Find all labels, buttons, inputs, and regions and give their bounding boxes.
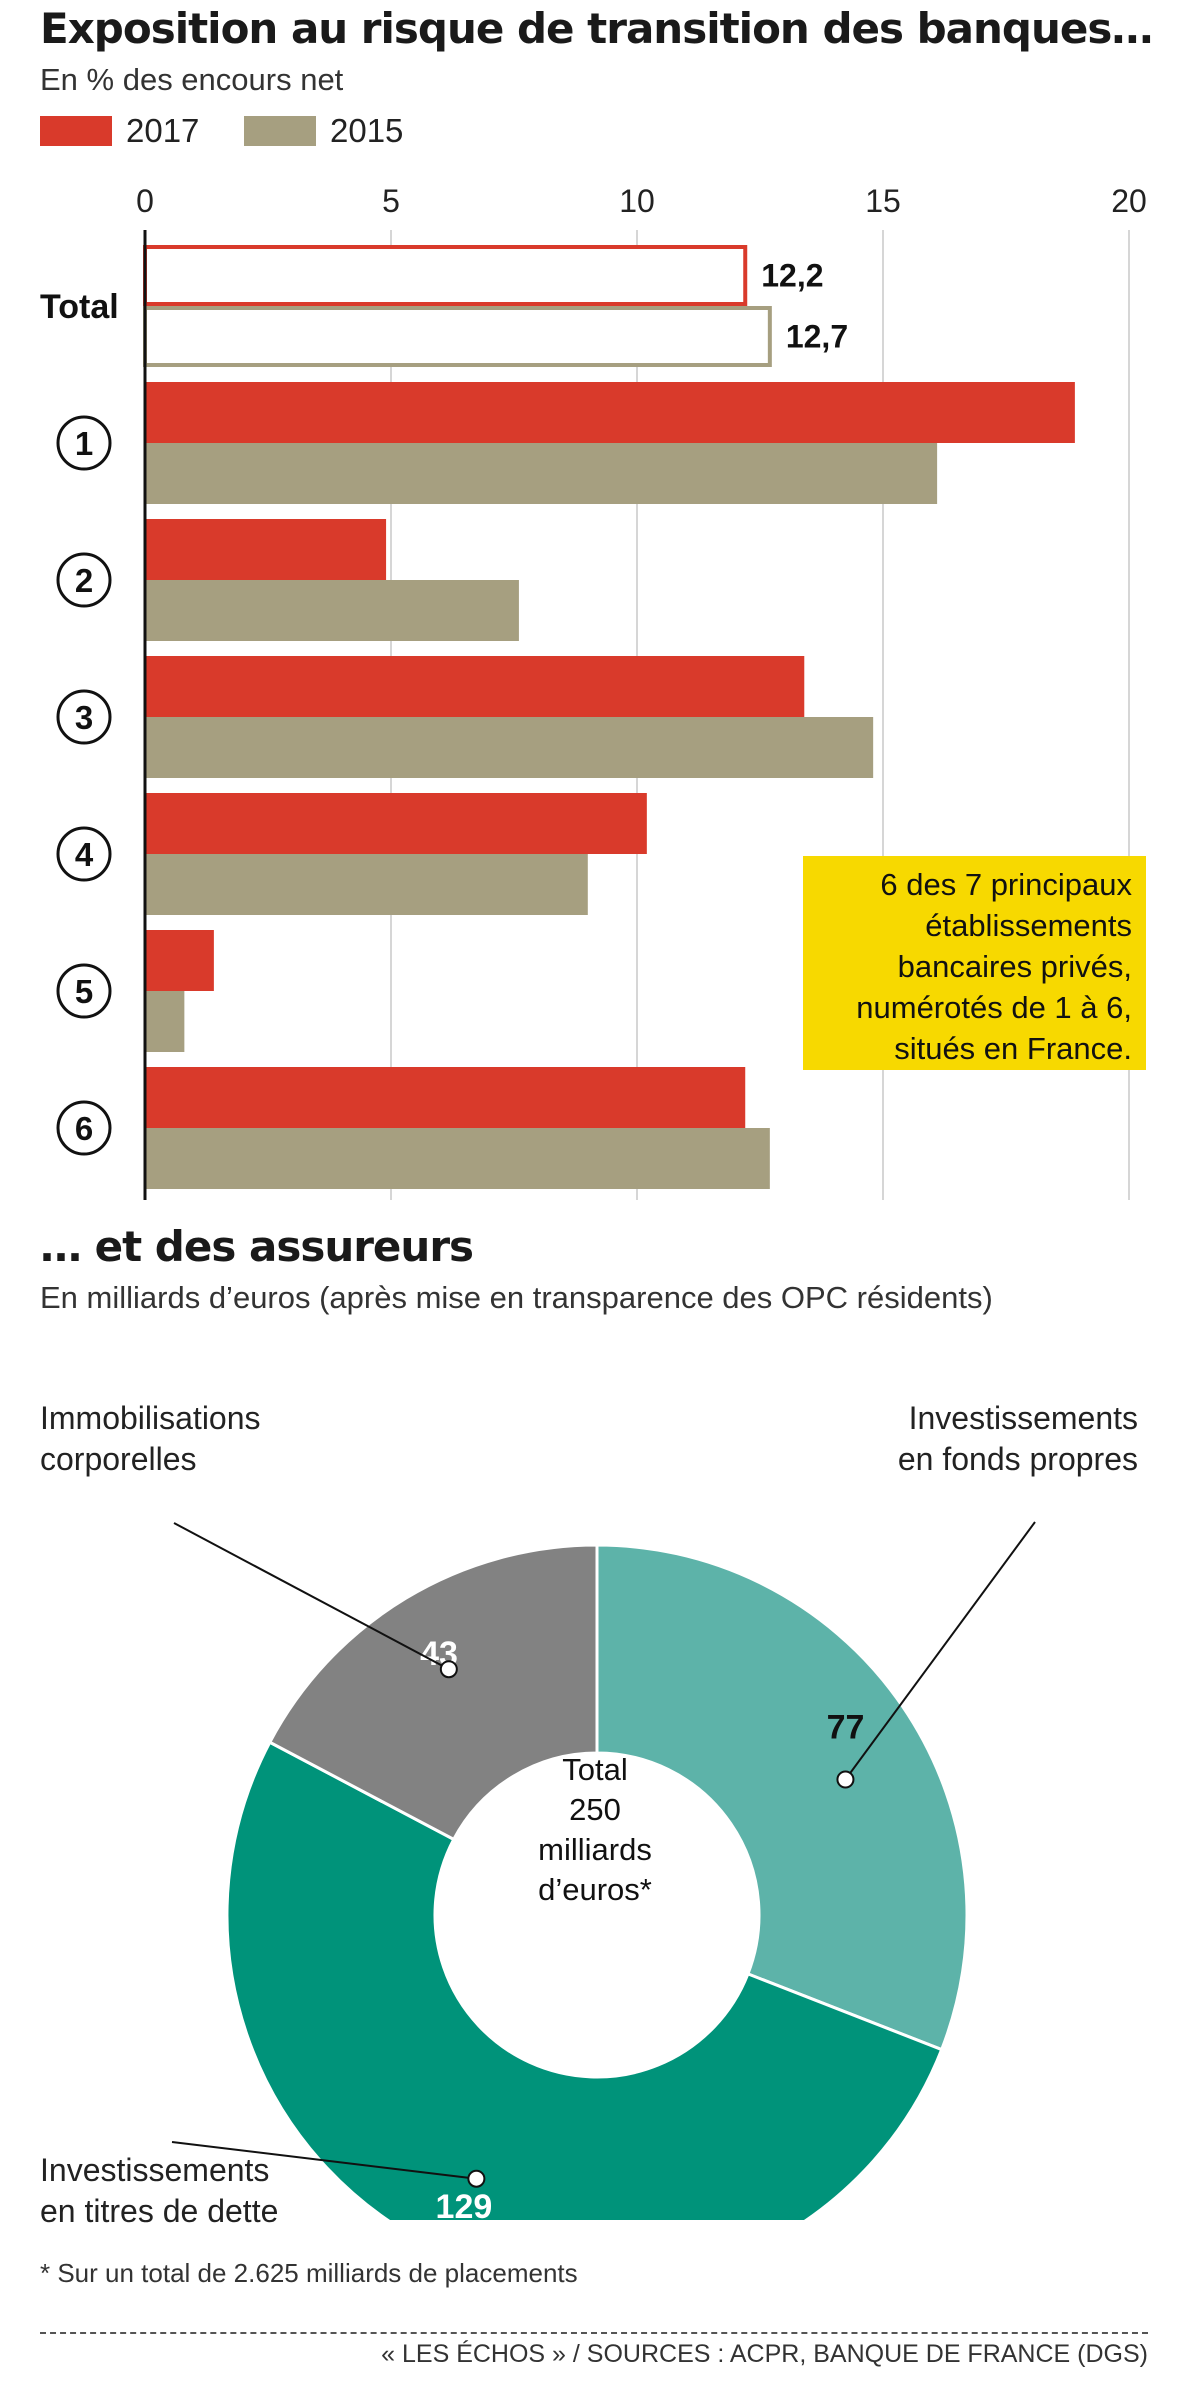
label-titres-dette-line1: Investissements	[40, 2152, 270, 2188]
leader-line-1	[171, 2141, 477, 2180]
donut-value-label-0: 77	[827, 1708, 865, 1746]
bar-bank-4-2015	[145, 854, 588, 915]
legend-label-2015: 2015	[330, 112, 404, 149]
category-label-2: 2	[75, 562, 93, 599]
label-fonds-propres-line2: en fonds propres	[897, 1441, 1138, 1477]
bar-total-2017	[143, 245, 748, 306]
category-label-3: 3	[75, 699, 93, 736]
label-fonds-propres: Investissements en fonds propres	[898, 1398, 1138, 1480]
label-titres-dette: Investissements en titres de dette	[40, 2150, 278, 2232]
data-label-total-2017: 12,2	[761, 258, 823, 294]
source-credit: « LES ÉCHOS » / SOURCES : ACPR, BANQUE D…	[381, 2340, 1148, 2368]
bar-bank-2-2017	[145, 519, 387, 580]
leader-dot-2	[439, 1660, 458, 1679]
bar-bank-5-2017	[145, 930, 214, 991]
bank-chart-subtitle: En % des encours net	[40, 62, 344, 97]
bank-chart-title: Exposition au risque de transition des b…	[40, 4, 1153, 53]
bar-bank-1-2015	[145, 443, 938, 504]
legend-item-2015: 2015	[244, 112, 403, 150]
label-fonds-propres-line1: Investissements	[908, 1400, 1138, 1436]
leader-line-2	[173, 1522, 450, 1671]
category-label-5: 5	[75, 973, 93, 1010]
donut-center-line3: milliards	[538, 1832, 652, 1867]
bar-bank-2-2015	[145, 580, 519, 641]
bar-bank-6-2017	[145, 1067, 746, 1128]
category-circle-2	[56, 552, 112, 608]
bank-bar-chart: 0 5 10 15 20 12,2 12,7 Total 1 2 3 4 5 6	[40, 183, 1147, 1200]
donut-center-line2: 250	[569, 1792, 621, 1827]
label-immobilisations-line1: Immobilisations	[40, 1400, 261, 1436]
donut-value-label-1: 129	[436, 2188, 493, 2220]
donut-slice-0	[595, 1543, 969, 2052]
insurer-chart-title: … et des assureurs	[40, 1222, 474, 1271]
donut-center-line4: d’euros*	[538, 1872, 652, 1907]
category-circle-1	[56, 415, 112, 471]
legend-swatch-2017	[40, 116, 112, 146]
insurer-chart-subtitle: En milliards d’euros (après mise en tran…	[40, 1280, 993, 1315]
bar-bank-6-2015	[145, 1128, 770, 1189]
x-tick-label: 20	[1111, 183, 1147, 219]
legend-swatch-2015	[244, 116, 316, 146]
category-circle-5	[56, 963, 112, 1019]
label-immobilisations: Immobilisations corporelles	[40, 1398, 261, 1480]
footnote: * Sur un total de 2.625 milliards de pla…	[40, 2258, 578, 2288]
bar-bank-1-2017	[145, 382, 1075, 443]
x-tick-label: 5	[382, 183, 400, 219]
bank-chart-note: 6 des 7 principaux établissements bancai…	[803, 856, 1146, 1070]
x-tick-label: 10	[619, 183, 655, 219]
donut-slice-2	[267, 1543, 599, 1842]
source-divider	[40, 2332, 1148, 2334]
category-circle-6	[56, 1100, 112, 1156]
bar-bank-4-2017	[145, 793, 647, 854]
label-immobilisations-line2: corporelles	[40, 1441, 197, 1477]
donut-center-line1: Total	[562, 1752, 628, 1787]
bar-bank-3-2017	[145, 656, 805, 717]
leader-dot-0	[836, 1770, 855, 1789]
donut-center-label: Total 250 milliards d’euros*	[480, 1750, 710, 1910]
category-circle-3	[56, 689, 112, 745]
bar-bank-3-2015	[145, 717, 874, 778]
category-label-4: 4	[75, 836, 94, 873]
donut-slice-1	[225, 1740, 944, 2220]
leader-line-0	[844, 1521, 1036, 1781]
category-label-1: 1	[75, 425, 93, 462]
category-circle-4	[56, 826, 112, 882]
leader-dot-1	[467, 2169, 486, 2188]
legend-label-2017: 2017	[126, 112, 200, 149]
category-label-6: 6	[75, 1110, 93, 1147]
bar-total-2015	[143, 306, 772, 367]
x-tick-label: 15	[865, 183, 901, 219]
data-label-total-2015: 12,7	[786, 319, 848, 355]
bar-bank-5-2015	[145, 991, 185, 1052]
legend-item-2017: 2017	[40, 112, 199, 150]
x-tick-label: 0	[136, 183, 154, 219]
category-label-total: Total	[40, 288, 119, 326]
label-titres-dette-line2: en titres de dette	[40, 2193, 279, 2229]
